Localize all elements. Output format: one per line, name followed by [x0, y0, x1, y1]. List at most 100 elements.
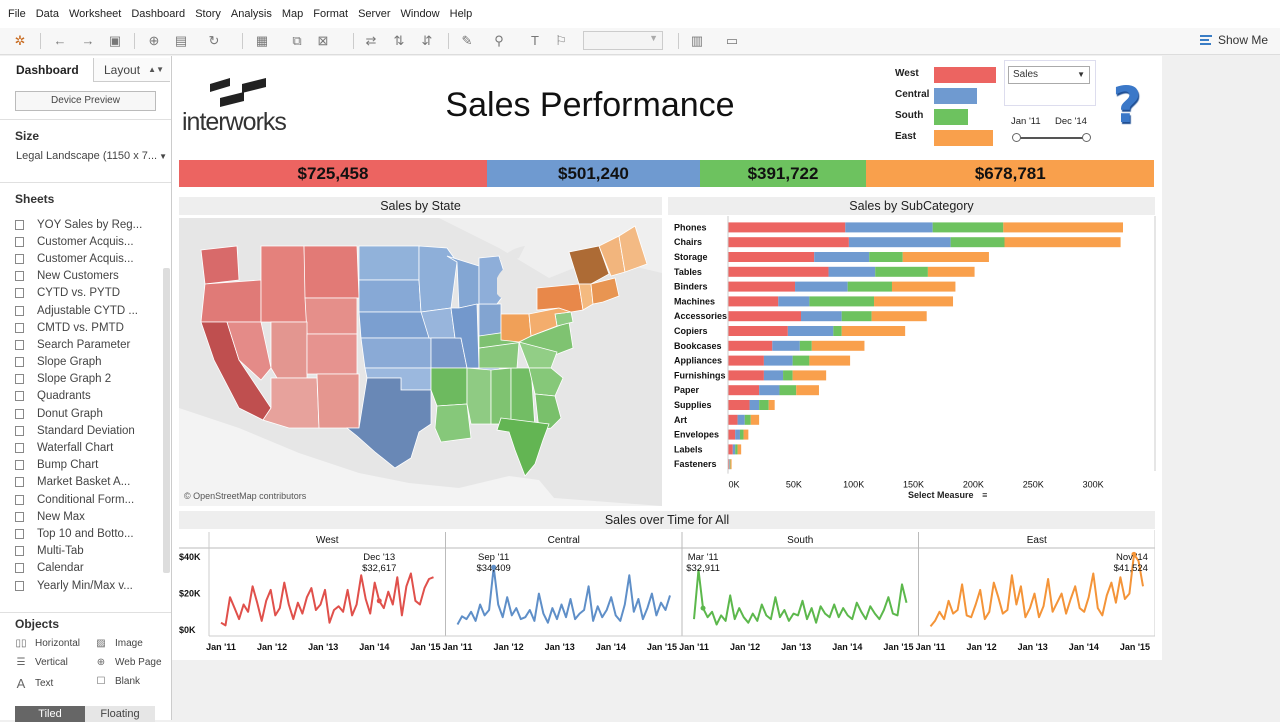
bar-segment-west[interactable]	[728, 459, 730, 470]
pin-icon[interactable]: ⚐	[555, 33, 567, 48]
object-horizontal[interactable]: ▯▯ Horizontal	[15, 638, 80, 649]
tiled-tab[interactable]: Tiled	[15, 706, 85, 722]
menu-dashboard[interactable]: Dashboard	[131, 8, 186, 20]
bar-segment-south[interactable]	[739, 429, 744, 440]
sheet-item[interactable]: New Max	[15, 508, 161, 525]
sort-ascending-icon[interactable]: ⇅	[393, 33, 405, 48]
slider-end-handle[interactable]	[1082, 133, 1091, 142]
series-line-south[interactable]	[693, 569, 908, 626]
select-measure-control[interactable]: Select Measure ≡	[908, 490, 987, 500]
bar-segment-east[interactable]	[792, 370, 827, 381]
bar-segment-central[interactable]	[828, 266, 876, 277]
object-blank[interactable]: ☐ Blank	[95, 676, 141, 687]
object-image[interactable]: ▨ Image	[95, 638, 143, 649]
bar-segment-central[interactable]	[763, 370, 784, 381]
bar-segment-west[interactable]	[728, 444, 733, 455]
bar-segment-south[interactable]	[869, 252, 903, 262]
bar-segment-central[interactable]	[795, 281, 848, 292]
bar-segment-south[interactable]	[783, 370, 793, 381]
bar-segment-west[interactable]	[728, 340, 773, 351]
bar-segment-east[interactable]	[902, 252, 989, 262]
max-point[interactable]	[491, 564, 497, 570]
bar-segment-west[interactable]	[728, 311, 802, 322]
bar-segment-east[interactable]	[1003, 222, 1123, 233]
bar-segment-east[interactable]	[874, 296, 954, 307]
bar-segment-south[interactable]	[744, 414, 751, 425]
sheet-item[interactable]: Top 10 and Botto...	[15, 525, 161, 542]
tab-dashboard[interactable]: Dashboard	[16, 63, 79, 77]
bar-segment-east[interactable]	[730, 459, 732, 470]
sheet-item[interactable]: Market Basket A...	[15, 474, 161, 491]
bar-segment-west[interactable]	[728, 296, 779, 307]
sheet-item[interactable]: Quadrants	[15, 388, 161, 405]
bar-segment-south[interactable]	[833, 326, 842, 336]
max-point[interactable]	[376, 598, 382, 604]
sales-by-subcategory-chart[interactable]: Phones Chairs Storage Tables Binders Machines…	[668, 216, 1158, 506]
menu-story[interactable]: Story	[195, 8, 221, 20]
bar-segment-west[interactable]	[728, 252, 815, 262]
sheet-item[interactable]: Bump Chart	[15, 457, 161, 474]
sheet-item[interactable]: Donut Graph	[15, 405, 161, 422]
sheet-item[interactable]: New Customers	[15, 268, 161, 285]
clear-sheet-icon[interactable]: ⊠	[317, 33, 329, 48]
bar-segment-west[interactable]	[728, 414, 738, 425]
series-line-west[interactable]	[220, 572, 434, 627]
bar-segment-south[interactable]	[809, 296, 875, 307]
highlight-icon[interactable]: ✎	[461, 33, 473, 48]
legend-item-central[interactable]: Central	[893, 88, 1003, 104]
sheet-item[interactable]: CYTD vs. PYTD	[15, 285, 161, 302]
sheet-item[interactable]: YOY Sales by Reg...	[15, 216, 161, 233]
bar-segment-central[interactable]	[737, 414, 745, 425]
bar-segment-east[interactable]	[1004, 237, 1121, 248]
menu-format[interactable]: Format	[313, 8, 349, 20]
add-datasource-icon[interactable]: ⊕	[148, 33, 160, 48]
fit-dropdown[interactable]: ▼	[583, 31, 663, 50]
bar-segment-south[interactable]	[847, 281, 892, 292]
bar-segment-central[interactable]	[787, 326, 834, 336]
bar-segment-east[interactable]	[796, 385, 819, 396]
bar-segment-central[interactable]	[848, 237, 951, 248]
bar-segment-west[interactable]	[728, 370, 764, 381]
redo-icon[interactable]: →	[81, 33, 95, 48]
slider-start-handle[interactable]	[1012, 133, 1021, 142]
menu-worksheet[interactable]: Worksheet	[68, 8, 122, 20]
bar-segment-central[interactable]	[729, 459, 730, 470]
bar-segment-east[interactable]	[811, 340, 865, 351]
bar-segment-south[interactable]	[759, 400, 769, 410]
menu-server[interactable]: Server	[358, 8, 391, 20]
sheet-item[interactable]: Multi-Tab	[15, 543, 161, 560]
undo-icon[interactable]: ←	[53, 33, 67, 48]
menu-analysis[interactable]: Analysis	[230, 8, 272, 20]
sheet-item[interactable]: Customer Acquis...	[15, 233, 161, 250]
object-web-page[interactable]: ⊕ Web Page	[95, 657, 162, 668]
group-icon[interactable]: ⚲	[494, 33, 504, 48]
duplicate-icon[interactable]: ⧉	[292, 33, 302, 48]
menu-data[interactable]: Data	[35, 8, 59, 20]
bar-segment-west[interactable]	[728, 400, 750, 410]
bar-segment-east[interactable]	[809, 355, 851, 366]
bar-segment-east[interactable]	[750, 414, 760, 425]
sheet-item[interactable]: Search Parameter	[15, 336, 161, 353]
legend-item-west[interactable]: West	[893, 67, 1003, 83]
show-me-button[interactable]: Show Me	[1200, 33, 1268, 47]
bar-segment-central[interactable]	[814, 252, 870, 262]
bar-segment-central[interactable]	[732, 444, 736, 455]
kpi-total[interactable]: $678,781	[866, 160, 1155, 187]
bar-segment-east[interactable]	[871, 311, 927, 322]
legend-item-east[interactable]: East	[893, 130, 1003, 146]
tab-layout[interactable]: Layout ▲▼	[93, 58, 170, 82]
bar-segment-east[interactable]	[841, 326, 906, 336]
object-vertical[interactable]: ☰ Vertical	[15, 657, 68, 668]
sheet-item[interactable]: Slope Graph	[15, 354, 161, 371]
bar-segment-east[interactable]	[768, 400, 775, 410]
sheet-item[interactable]: Waterfall Chart	[15, 439, 161, 456]
measure-select[interactable]: Sales ▼	[1008, 66, 1090, 84]
show-cards-icon[interactable]: ▥	[690, 33, 704, 48]
bar-segment-west[interactable]	[728, 281, 796, 292]
sheet-item[interactable]: Standard Deviation	[15, 422, 161, 439]
bar-segment-south[interactable]	[950, 237, 1005, 248]
sheet-item[interactable]: CMTD vs. PMTD	[15, 319, 161, 336]
bar-segment-west[interactable]	[728, 326, 788, 336]
date-range-slider[interactable]	[1012, 133, 1091, 143]
